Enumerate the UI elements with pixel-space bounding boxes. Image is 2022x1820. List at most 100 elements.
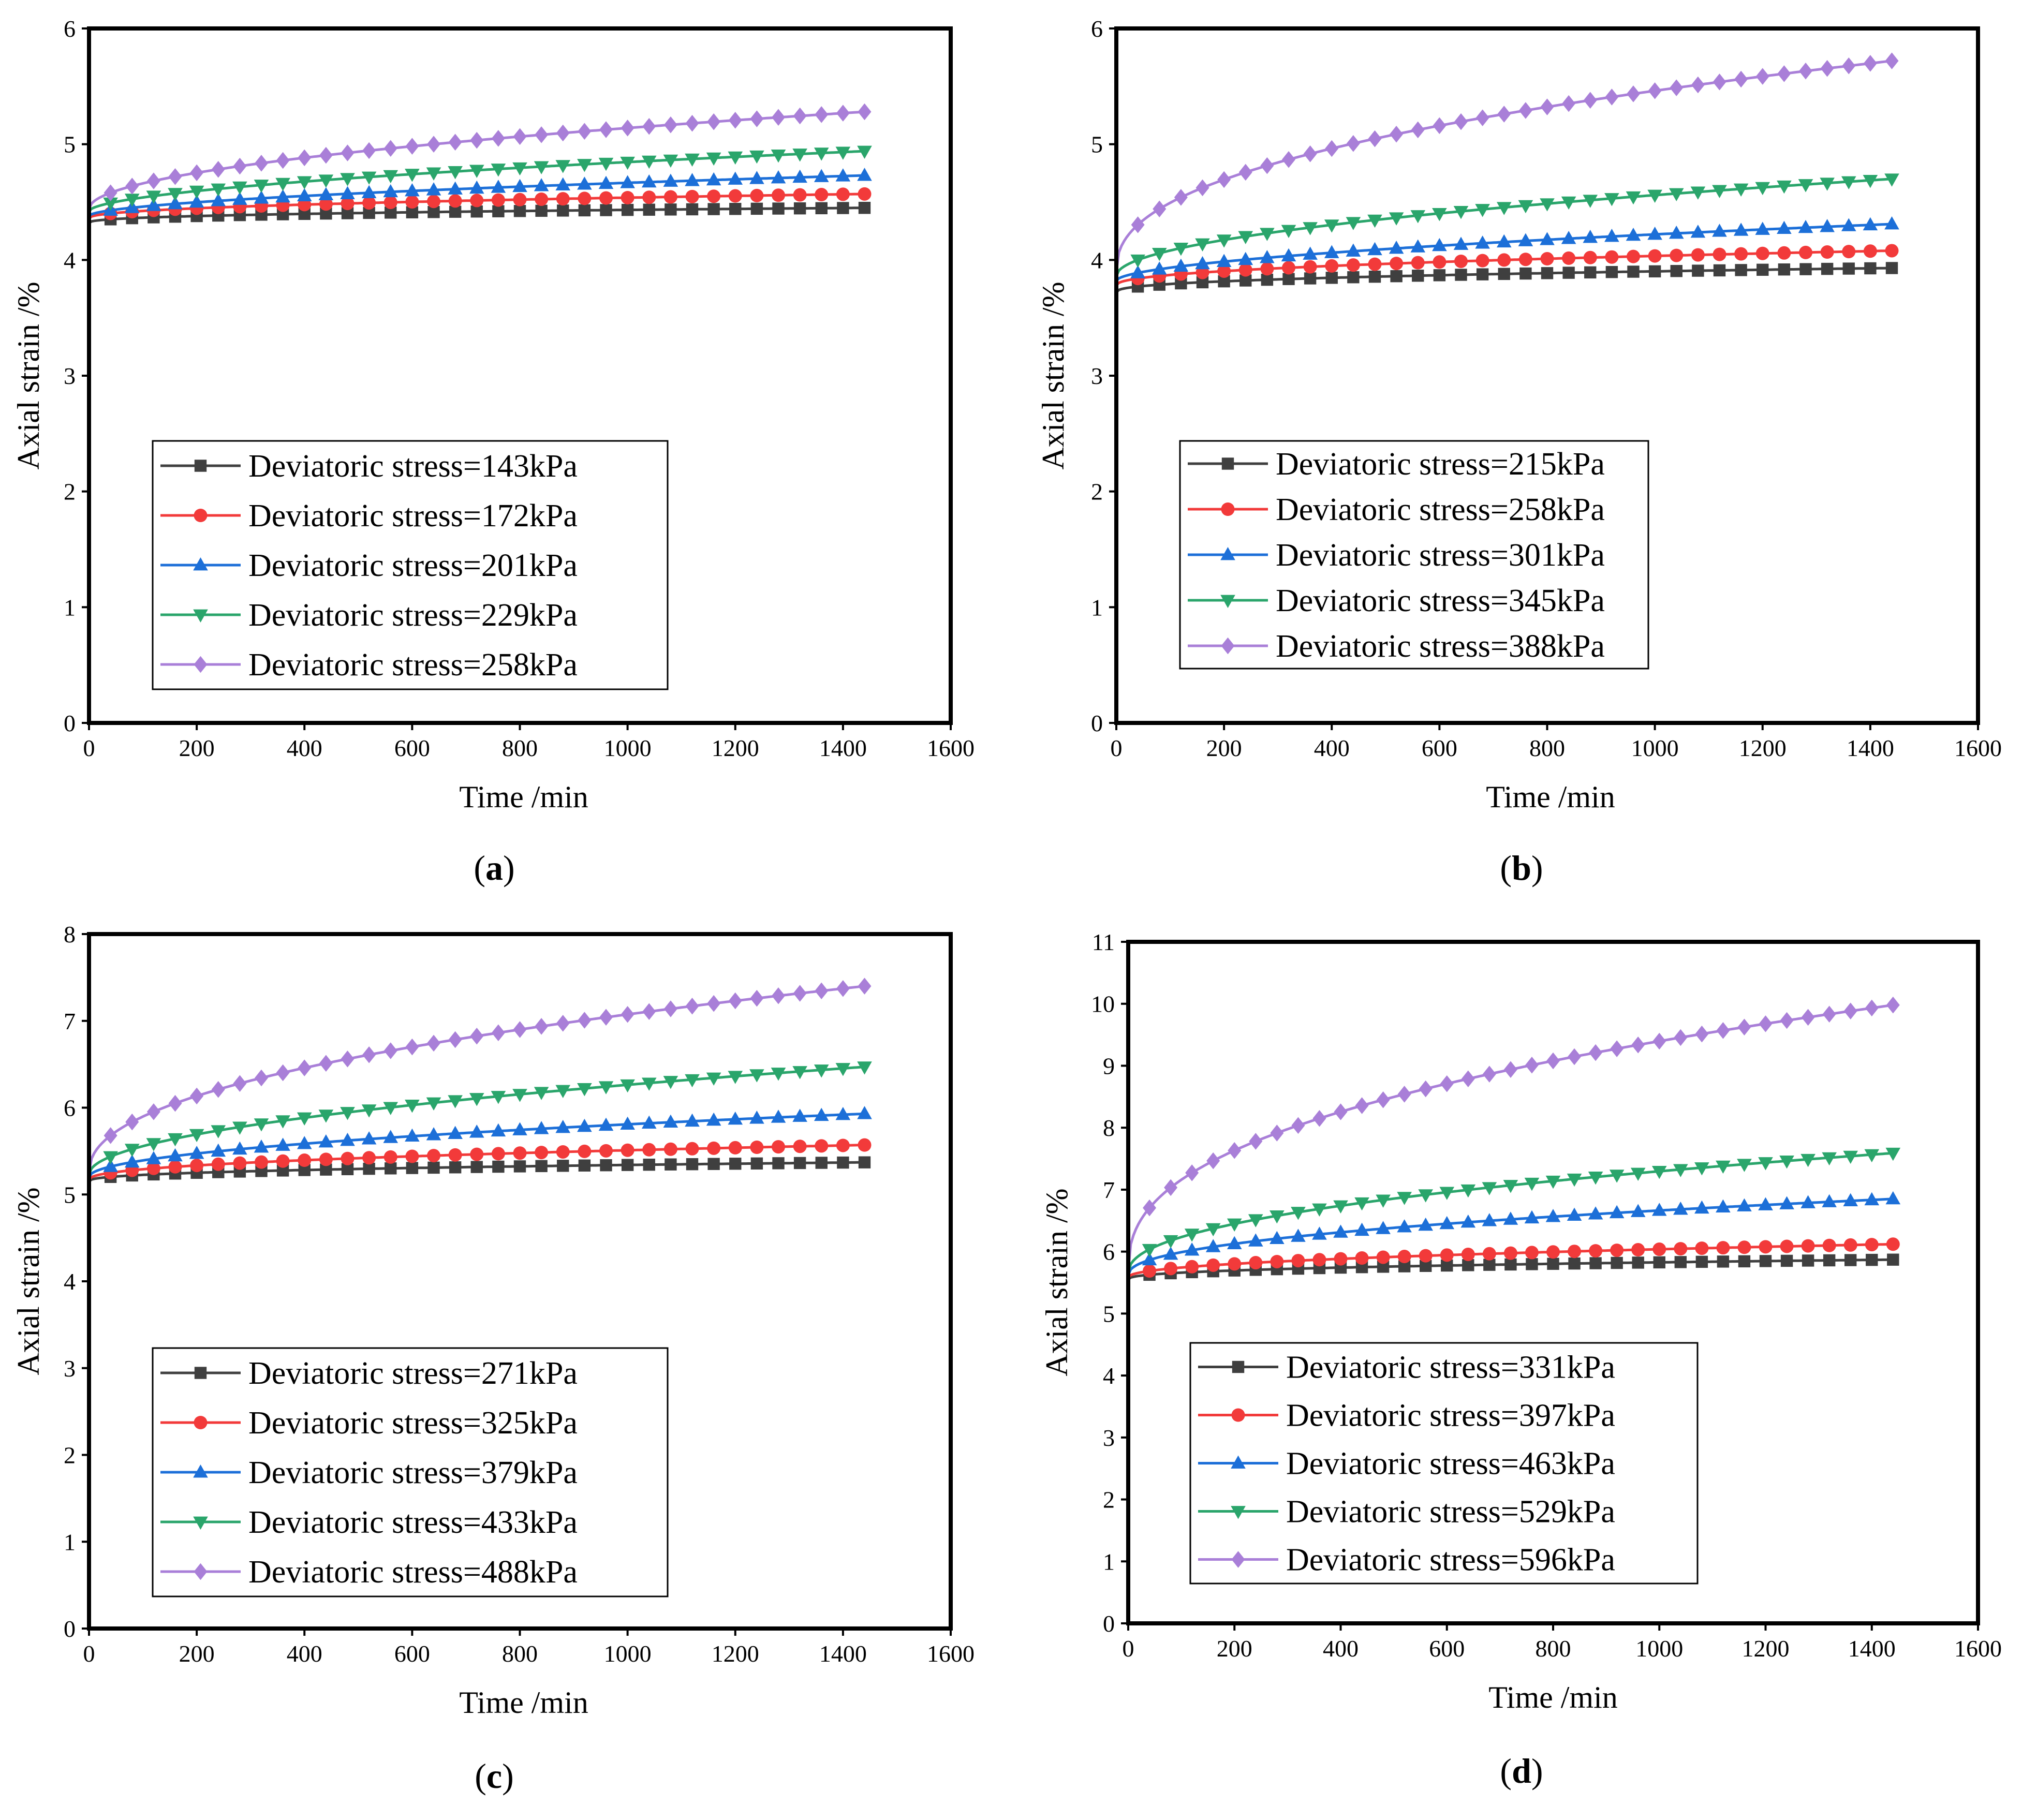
data-point	[663, 173, 678, 187]
y-tick-label: 0	[64, 710, 76, 736]
data-point	[1475, 109, 1489, 126]
data-point	[685, 173, 700, 186]
data-point	[815, 1139, 829, 1153]
data-point	[643, 203, 655, 216]
series-4	[1127, 1147, 1901, 1274]
data-point	[1611, 1256, 1623, 1269]
data-point	[319, 146, 333, 164]
legend-marker	[194, 1563, 208, 1580]
data-point	[103, 197, 118, 211]
legend-marker	[194, 1416, 208, 1429]
legend-item: Deviatoric stress=201kPa	[160, 548, 578, 583]
data-point	[448, 166, 463, 180]
data-point	[1695, 1241, 1709, 1255]
data-point	[512, 179, 527, 193]
data-point	[1260, 262, 1274, 276]
data-point	[1347, 271, 1360, 284]
data-point	[233, 157, 247, 175]
data-point	[190, 1087, 204, 1105]
data-point	[512, 1089, 527, 1102]
data-point	[555, 1120, 571, 1133]
y-axis-title: Axial strain /%	[1036, 282, 1070, 469]
data-point	[1354, 1222, 1369, 1236]
data-point	[620, 175, 635, 188]
data-point	[1460, 1214, 1476, 1228]
data-point	[254, 190, 269, 204]
series-3	[1115, 216, 1899, 282]
data-point	[362, 1151, 376, 1165]
data-point	[1130, 254, 1145, 268]
data-point	[1325, 272, 1338, 284]
data-point	[1863, 55, 1877, 72]
data-point	[1249, 1133, 1263, 1150]
data-point	[146, 1161, 160, 1175]
data-point	[1733, 183, 1749, 197]
data-point	[1303, 246, 1318, 260]
y-tick-label: 2	[1103, 1487, 1115, 1513]
legend-item: Deviatoric stress=463kPa	[1198, 1446, 1615, 1482]
data-point	[449, 205, 462, 218]
data-point	[1304, 272, 1317, 285]
data-point	[621, 120, 634, 137]
panel-label: (b)	[1500, 848, 1543, 887]
legend-marker	[1221, 502, 1235, 516]
legend-label: Deviatoric stress=397kPa	[1286, 1398, 1615, 1433]
plot-frame	[87, 932, 953, 1631]
data-point	[211, 1157, 225, 1171]
data-point	[600, 204, 612, 216]
data-point	[1174, 189, 1188, 206]
series-2	[1127, 1237, 1900, 1279]
x-tick-label: 0	[83, 1640, 95, 1667]
data-point	[1674, 1242, 1688, 1256]
data-point	[1303, 222, 1318, 235]
data-point	[1482, 1247, 1496, 1261]
data-point	[772, 987, 785, 1004]
data-point	[577, 176, 592, 190]
data-point	[772, 202, 785, 215]
data-point	[1433, 269, 1446, 282]
data-point	[211, 183, 226, 197]
data-point	[211, 1125, 226, 1138]
chart-panel-c: 0 200 400 600 800 1000 1200 1400 1600 0 1 2 3 4 5 6 7 8 De…	[11, 921, 975, 1796]
data-point	[1397, 1192, 1412, 1205]
data-point	[1713, 264, 1726, 277]
data-point	[1475, 235, 1490, 249]
data-point	[621, 190, 634, 204]
data-point	[1153, 200, 1167, 218]
data-point	[1842, 262, 1855, 275]
data-point	[1519, 267, 1532, 280]
data-point	[448, 1148, 462, 1162]
data-point	[189, 185, 204, 199]
data-point	[1334, 1103, 1348, 1120]
data-point	[729, 1158, 742, 1170]
data-point	[1432, 238, 1447, 251]
data-point	[665, 1158, 677, 1171]
data-point	[1419, 1249, 1433, 1263]
data-point	[405, 1128, 420, 1142]
data-point	[836, 1138, 850, 1152]
x-tick-label: 800	[1536, 1635, 1571, 1662]
data-point	[1737, 1018, 1751, 1036]
data-point	[298, 1059, 312, 1076]
data-point	[1196, 276, 1209, 289]
legend-label: Deviatoric stress=596kPa	[1286, 1543, 1615, 1578]
data-point	[1561, 196, 1576, 210]
data-point	[1397, 1250, 1411, 1264]
data-point	[1433, 255, 1447, 269]
x-axis-title: Time /min	[1488, 1680, 1618, 1714]
data-point	[685, 189, 699, 203]
series-1	[1115, 262, 1898, 293]
data-point	[1312, 1110, 1326, 1127]
data-point	[1779, 1155, 1794, 1169]
data-point	[706, 1112, 721, 1126]
data-point	[1518, 233, 1533, 246]
data-point	[1823, 1254, 1836, 1267]
data-point	[232, 181, 247, 195]
y-tick-label: 3	[64, 363, 76, 389]
x-tick-label: 1200	[712, 735, 759, 761]
data-point	[1503, 1211, 1518, 1225]
data-point	[1589, 1257, 1602, 1269]
data-point	[1691, 248, 1705, 262]
data-point	[491, 193, 505, 207]
data-point	[1605, 88, 1619, 106]
